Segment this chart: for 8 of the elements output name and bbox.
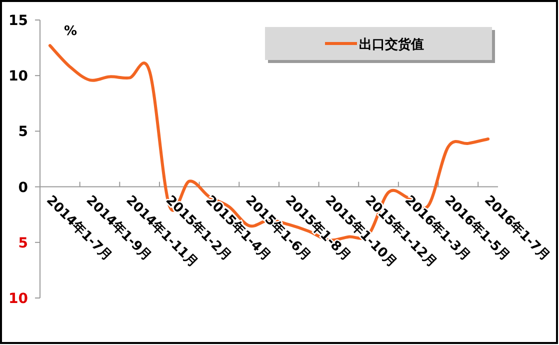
y-tick-label: 10 [8,291,28,307]
y-tick-label: 5 [18,235,28,252]
y-tick-label: 0 [18,180,28,196]
y-tick-label: 15 [8,13,28,29]
y-axis-title: % [64,24,78,39]
y-tick-label: 10 [8,68,28,85]
y-tick-label: 5 [18,124,28,140]
legend-label: 出口交货值 [359,36,424,52]
